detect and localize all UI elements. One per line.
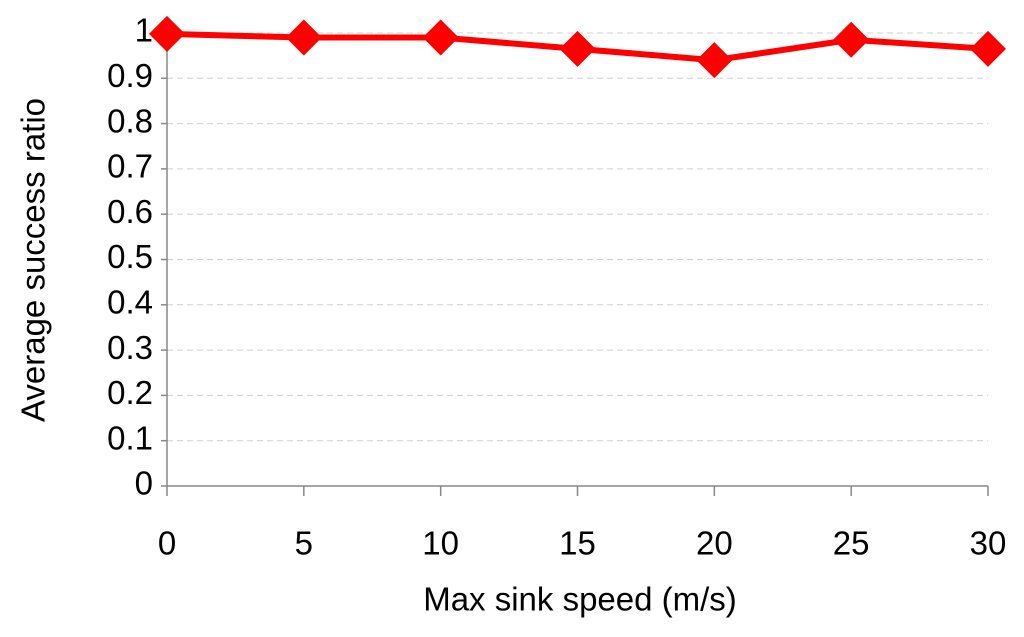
marker: [285, 19, 322, 56]
y-axis-label: Average success ratio: [15, 98, 52, 422]
y-tick-label: 0: [135, 465, 153, 502]
marker: [559, 30, 596, 67]
y-tick-label: 0.3: [107, 329, 153, 366]
marker: [833, 21, 870, 58]
marker: [149, 15, 185, 52]
x-tick-label: 0: [158, 525, 176, 562]
x-axis-label: Max sink speed (m/s): [423, 581, 737, 618]
marker: [970, 30, 1006, 67]
y-tick-label: 0.7: [107, 148, 153, 185]
x-tick-label: 5: [295, 525, 313, 562]
y-tick-label: 0.2: [107, 374, 153, 411]
marker: [696, 42, 733, 79]
y-tick-label: 1: [135, 12, 153, 49]
y-tick-label: 0.9: [107, 57, 153, 94]
x-tick-label: 15: [559, 525, 596, 562]
marker: [422, 19, 459, 56]
x-tick-label: 30: [970, 525, 1007, 562]
x-tick-label: 20: [696, 525, 733, 562]
y-tick-label: 0.5: [107, 238, 153, 275]
x-tick-label: 10: [422, 525, 459, 562]
x-tick-label: 25: [833, 525, 870, 562]
y-tick-label: 0.1: [107, 419, 153, 456]
y-tick-label: 0.4: [107, 284, 153, 321]
y-tick-label: 0.6: [107, 193, 153, 230]
y-tick-label: 0.8: [107, 102, 153, 139]
